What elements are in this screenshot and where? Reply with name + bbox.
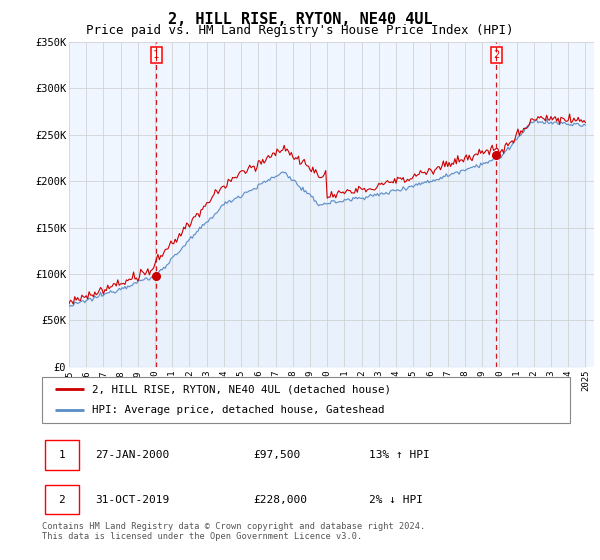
Text: 2: 2 — [58, 495, 65, 505]
Text: £228,000: £228,000 — [253, 495, 307, 505]
FancyBboxPatch shape — [44, 440, 79, 469]
Text: 31-OCT-2019: 31-OCT-2019 — [95, 495, 169, 505]
Text: HPI: Average price, detached house, Gateshead: HPI: Average price, detached house, Gate… — [92, 405, 385, 416]
Text: 2: 2 — [493, 50, 500, 60]
Text: £97,500: £97,500 — [253, 450, 301, 460]
Text: 2% ↓ HPI: 2% ↓ HPI — [370, 495, 424, 505]
Text: 2, HILL RISE, RYTON, NE40 4UL (detached house): 2, HILL RISE, RYTON, NE40 4UL (detached … — [92, 384, 391, 394]
Text: 1: 1 — [58, 450, 65, 460]
Text: 2, HILL RISE, RYTON, NE40 4UL: 2, HILL RISE, RYTON, NE40 4UL — [167, 12, 433, 27]
Text: 13% ↑ HPI: 13% ↑ HPI — [370, 450, 430, 460]
FancyBboxPatch shape — [42, 377, 570, 423]
FancyBboxPatch shape — [44, 485, 79, 514]
Text: 27-JAN-2000: 27-JAN-2000 — [95, 450, 169, 460]
Text: 1: 1 — [153, 50, 160, 60]
Text: Contains HM Land Registry data © Crown copyright and database right 2024.
This d: Contains HM Land Registry data © Crown c… — [42, 522, 425, 542]
Text: Price paid vs. HM Land Registry's House Price Index (HPI): Price paid vs. HM Land Registry's House … — [86, 24, 514, 36]
